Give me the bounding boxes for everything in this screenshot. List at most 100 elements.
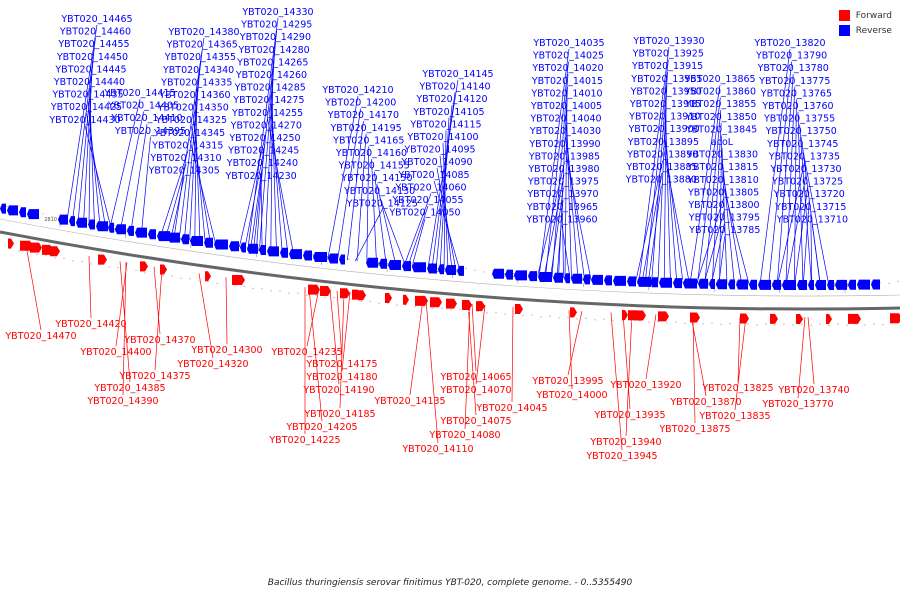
reverse-gene-label[interactable]: YBT020_14450 xyxy=(56,52,128,63)
reverse-gene-arrow[interactable] xyxy=(538,271,552,282)
reverse-gene-arrow[interactable] xyxy=(379,258,387,269)
forward-gene-label[interactable]: YBT020_14080 xyxy=(428,430,500,441)
reverse-gene-label[interactable]: YBT020_13780 xyxy=(757,63,829,74)
reverse-gene-arrow[interactable] xyxy=(650,277,658,288)
reverse-gene-label[interactable]: YBT020_13750 xyxy=(765,126,837,137)
reverse-gene-label[interactable]: YBT020_14040 xyxy=(529,114,601,125)
reverse-gene-arrow[interactable] xyxy=(613,275,626,286)
reverse-gene-label[interactable]: YBT020_13990 xyxy=(528,139,600,150)
reverse-gene-label[interactable]: YBT020_14435 xyxy=(51,90,123,101)
reverse-gene-label[interactable]: YBT020_13815 xyxy=(686,162,758,173)
forward-gene-arrow[interactable] xyxy=(340,288,350,299)
reverse-gene-label[interactable]: YBT020_14405 xyxy=(107,101,179,112)
reverse-gene-label[interactable]: YBT020_13785 xyxy=(688,225,760,236)
forward-gene-label[interactable]: YBT020_14065 xyxy=(439,372,511,383)
reverse-gene-arrow[interactable] xyxy=(313,252,327,263)
reverse-gene-label[interactable]: acoL xyxy=(711,137,734,148)
reverse-gene-arrow[interactable] xyxy=(591,274,603,285)
reverse-gene-arrow[interactable] xyxy=(412,262,426,273)
reverse-gene-label[interactable]: YBT020_14255 xyxy=(231,108,303,119)
reverse-gene-label[interactable]: YBT020_14210 xyxy=(321,85,393,96)
forward-gene-label[interactable]: YBT020_14320 xyxy=(176,359,248,370)
reverse-gene-label[interactable]: YBT020_14010 xyxy=(530,88,602,99)
reverse-gene-label[interactable]: YBT020_13895 xyxy=(627,137,699,148)
reverse-gene-label[interactable]: YBT020_13890 xyxy=(626,149,698,160)
reverse-gene-label[interactable]: YBT020_14330 xyxy=(241,7,313,18)
reverse-gene-label[interactable]: YBT020_14100 xyxy=(406,132,478,143)
reverse-gene-arrow[interactable] xyxy=(69,216,75,227)
reverse-gene-label[interactable]: YBT020_14145 xyxy=(421,69,493,80)
reverse-gene-label[interactable]: YBT020_13985 xyxy=(528,151,600,162)
reverse-gene-arrow[interactable] xyxy=(528,271,537,282)
reverse-gene-label[interactable]: YBT020_14195 xyxy=(329,123,401,134)
reverse-gene-label[interactable]: YBT020_14270 xyxy=(230,120,302,131)
reverse-gene-label[interactable]: YBT020_14325 xyxy=(155,115,227,126)
forward-gene-label[interactable]: YBT020_13945 xyxy=(585,451,657,462)
reverse-gene-label[interactable]: YBT020_14015 xyxy=(531,76,603,87)
forward-gene-arrow[interactable] xyxy=(740,313,749,324)
reverse-gene-label[interactable]: YBT020_14200 xyxy=(324,98,396,109)
reverse-gene-arrow[interactable] xyxy=(328,253,338,264)
reverse-gene-arrow[interactable] xyxy=(505,269,513,280)
forward-gene-arrow[interactable] xyxy=(476,301,485,312)
reverse-gene-arrow[interactable] xyxy=(76,217,87,228)
reverse-gene-label[interactable]: YBT020_14050 xyxy=(388,208,460,219)
reverse-gene-label[interactable]: YBT020_14095 xyxy=(403,145,475,156)
reverse-gene-arrow[interactable] xyxy=(848,279,856,290)
reverse-gene-arrow[interactable] xyxy=(728,279,735,290)
forward-gene-label[interactable]: YBT020_14300 xyxy=(190,345,262,356)
forward-gene-arrow[interactable] xyxy=(403,294,409,305)
forward-gene-label[interactable]: YBT020_14070 xyxy=(439,385,511,396)
reverse-gene-arrow[interactable] xyxy=(604,275,612,286)
reverse-gene-label[interactable]: YBT020_13845 xyxy=(685,124,757,135)
forward-gene-arrow[interactable] xyxy=(430,297,442,308)
reverse-gene-label[interactable]: YBT020_14445 xyxy=(54,64,126,75)
forward-gene-label[interactable]: YBT020_14075 xyxy=(439,416,511,427)
forward-gene-arrow[interactable] xyxy=(796,314,803,325)
forward-gene-arrow[interactable] xyxy=(98,254,107,265)
reverse-gene-arrow[interactable] xyxy=(115,224,126,235)
reverse-gene-label[interactable]: YBT020_13715 xyxy=(774,202,846,213)
reverse-gene-arrow[interactable] xyxy=(736,279,748,290)
forward-gene-arrow[interactable] xyxy=(385,293,392,304)
reverse-gene-label[interactable]: YBT020_14265 xyxy=(236,57,308,68)
forward-gene-arrow[interactable] xyxy=(634,310,646,321)
reverse-gene-label[interactable]: YBT020_14350 xyxy=(157,103,229,114)
forward-gene-label[interactable]: YBT020_13835 xyxy=(698,411,770,422)
reverse-gene-label[interactable]: YBT020_14030 xyxy=(529,126,601,137)
reverse-gene-label[interactable]: YBT020_14130 xyxy=(343,186,415,197)
forward-gene-label[interactable]: YBT020_13875 xyxy=(658,424,730,435)
reverse-gene-label[interactable]: YBT020_14460 xyxy=(59,27,131,38)
forward-gene-arrow[interactable] xyxy=(658,311,669,322)
forward-gene-arrow[interactable] xyxy=(320,286,331,297)
reverse-gene-label[interactable]: YBT020_13900 xyxy=(627,124,699,135)
reverse-gene-arrow[interactable] xyxy=(716,279,727,290)
reverse-gene-arrow[interactable] xyxy=(445,265,456,276)
reverse-gene-label[interactable]: YBT020_14025 xyxy=(532,51,604,62)
reverse-gene-arrow[interactable] xyxy=(267,246,279,257)
reverse-gene-label[interactable]: YBT020_13850 xyxy=(685,112,757,123)
reverse-gene-label[interactable]: YBT020_14360 xyxy=(158,90,230,101)
reverse-gene-arrow[interactable] xyxy=(168,232,180,243)
forward-gene-arrow[interactable] xyxy=(848,313,861,324)
forward-gene-arrow[interactable] xyxy=(570,307,577,318)
reverse-gene-label[interactable]: YBT020_14345 xyxy=(153,128,225,139)
reverse-gene-arrow[interactable] xyxy=(782,280,796,291)
forward-gene-arrow[interactable] xyxy=(890,313,900,324)
reverse-gene-label[interactable]: YBT020_13970 xyxy=(526,189,598,200)
reverse-gene-label[interactable]: YBT020_13735 xyxy=(768,151,840,162)
reverse-gene-label[interactable]: YBT020_13760 xyxy=(761,101,833,112)
reverse-gene-arrow[interactable] xyxy=(7,205,18,216)
reverse-gene-label[interactable]: YBT020_14380 xyxy=(167,27,239,38)
reverse-gene-arrow[interactable] xyxy=(492,268,504,279)
reverse-gene-label[interactable]: YBT020_13775 xyxy=(758,76,830,87)
reverse-gene-label[interactable]: YBT020_14340 xyxy=(162,65,234,76)
reverse-gene-arrow[interactable] xyxy=(27,209,39,220)
reverse-gene-label[interactable]: YBT020_13880 xyxy=(625,175,697,186)
reverse-gene-arrow[interactable] xyxy=(627,276,636,287)
reverse-gene-label[interactable]: YBT020_14310 xyxy=(149,153,221,164)
reverse-gene-arrow[interactable] xyxy=(772,279,781,290)
reverse-gene-arrow[interactable] xyxy=(709,278,715,289)
reverse-gene-label[interactable]: YBT020_13860 xyxy=(684,87,756,98)
reverse-gene-label[interactable]: YBT020_13805 xyxy=(687,187,759,198)
